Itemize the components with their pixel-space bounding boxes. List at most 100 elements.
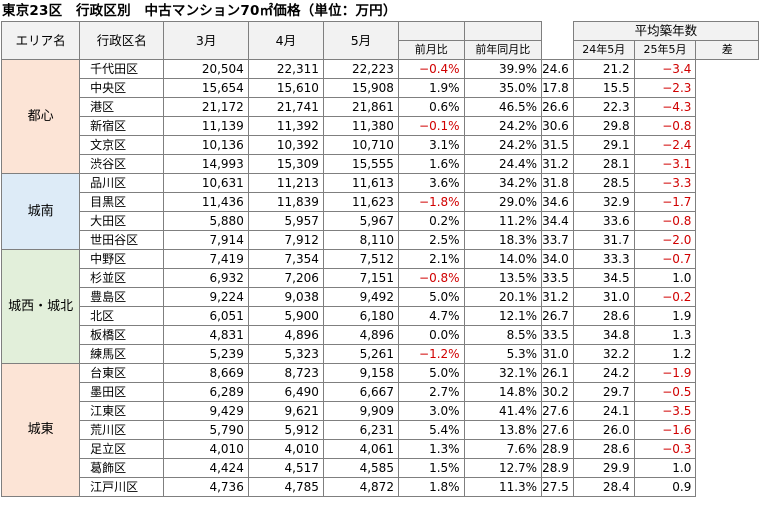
change-mom: 3.6% — [397, 173, 465, 193]
change-yoy: 12.7% — [463, 458, 543, 478]
age-2025: 33.6 — [572, 211, 635, 231]
change-mom: 0.2% — [397, 211, 465, 231]
area-name: 城南 — [0, 173, 81, 250]
ward-name: 新宿区 — [79, 116, 165, 136]
ward-name: 目黒区 — [79, 192, 165, 212]
price-may: 11,380 — [322, 116, 399, 136]
age-2025: 34.8 — [572, 325, 635, 345]
table-row: 足立区 4,010 4,010 4,061 1.3% 7.6% 28.9 28.6 −0.3 — [2, 439, 759, 459]
price-march: 6,932 — [163, 268, 249, 288]
ward-name: 文京区 — [79, 135, 165, 155]
table-row: 大田区 5,880 5,957 5,967 0.2% 11.2% 34.4 33.6 −0.8 — [2, 211, 759, 231]
price-april: 15,610 — [247, 78, 324, 98]
change-mom: 2.1% — [397, 249, 465, 269]
price-march: 7,419 — [163, 249, 249, 269]
price-april: 5,323 — [247, 344, 324, 364]
age-2025: 33.3 — [572, 249, 635, 269]
price-march: 9,224 — [163, 287, 249, 307]
ward-name: 港区 — [79, 97, 165, 117]
ward-name: 世田谷区 — [79, 230, 165, 250]
price-april: 4,010 — [247, 439, 324, 459]
change-mom: 4.7% — [397, 306, 465, 326]
price-april: 8,723 — [247, 363, 324, 383]
change-mom: 0.6% — [397, 97, 465, 117]
change-mom: 1.3% — [397, 439, 465, 459]
change-mom: 2.7% — [397, 382, 465, 402]
table-row: 中央区 15,654 15,610 15,908 1.9% 35.0% 17.8 15.5 −2… — [2, 78, 759, 98]
change-mom: 1.9% — [397, 78, 465, 98]
price-april: 10,392 — [247, 135, 324, 155]
header-spacer — [463, 21, 543, 41]
price-april: 5,912 — [247, 420, 324, 440]
age-2024: 34.4 — [541, 211, 574, 231]
age-diff: −2.0 — [633, 230, 697, 250]
ward-name: 北区 — [79, 306, 165, 326]
header-mom: 前月比 — [397, 40, 465, 60]
ward-name: 渋谷区 — [79, 154, 165, 174]
age-diff: −3.4 — [633, 59, 697, 79]
header-area: エリア名 — [0, 21, 81, 60]
table-row: 北区 6,051 5,900 6,180 4.7% 12.1% 26.7 28.6 1.9 — [2, 306, 759, 326]
table-row: 城南 品川区 10,631 11,213 11,613 3.6% 34.2% 31.8 28.5… — [0, 173, 759, 250]
age-diff: −4.3 — [633, 97, 697, 117]
price-may: 10,710 — [322, 135, 399, 155]
age-2025: 21.2 — [572, 59, 635, 79]
age-2025: 28.6 — [572, 306, 635, 326]
age-2025: 26.0 — [572, 420, 635, 440]
price-april: 21,741 — [247, 97, 324, 117]
ward-name: 荒川区 — [79, 420, 165, 440]
ward-name: 台東区 — [79, 363, 165, 383]
price-may: 6,180 — [322, 306, 399, 326]
header-diff: 差 — [695, 40, 759, 60]
ward-name: 大田区 — [79, 211, 165, 231]
age-2025: 32.2 — [572, 344, 635, 364]
age-diff: 1.0 — [633, 268, 697, 288]
price-april: 11,839 — [247, 192, 324, 212]
price-may: 4,872 — [322, 477, 399, 497]
area-name: 城東 — [0, 363, 81, 497]
header-age-2024: 24年5月 — [572, 40, 635, 60]
change-yoy: 14.0% — [463, 249, 543, 269]
price-march: 5,880 — [163, 211, 249, 231]
price-april: 11,392 — [247, 116, 324, 136]
price-march: 20,504 — [163, 59, 249, 79]
price-may: 21,861 — [322, 97, 399, 117]
price-may: 6,231 — [322, 420, 399, 440]
change-mom: 5.4% — [397, 420, 465, 440]
age-2024: 28.9 — [541, 458, 574, 478]
change-mom: 5.0% — [397, 287, 465, 307]
age-2024: 31.2 — [541, 287, 574, 307]
age-diff: −2.3 — [633, 78, 697, 98]
age-diff: −0.2 — [633, 287, 697, 307]
price-may: 6,667 — [322, 382, 399, 402]
price-march: 15,654 — [163, 78, 249, 98]
age-2024: 17.8 — [541, 78, 574, 98]
change-mom: 2.5% — [397, 230, 465, 250]
age-diff: −3.3 — [633, 173, 697, 193]
change-mom: 5.0% — [397, 363, 465, 383]
price-april: 7,206 — [247, 268, 324, 288]
column-gap — [541, 21, 574, 60]
price-april: 5,957 — [247, 211, 324, 231]
age-2024: 27.5 — [541, 477, 574, 497]
age-diff: −0.8 — [633, 116, 697, 136]
age-2025: 32.9 — [572, 192, 635, 212]
age-diff: −1.6 — [633, 420, 697, 440]
table-row: 江東区 9,429 9,621 9,909 3.0% 41.4% 27.6 24.1 −3.5 — [2, 401, 759, 421]
ward-name: 葛飾区 — [79, 458, 165, 478]
table-row: 練馬区 5,239 5,323 5,261 −1.2% 5.3% 31.0 32.2 1.2 — [2, 344, 759, 364]
age-2025: 31.0 — [572, 287, 635, 307]
price-may: 11,613 — [322, 173, 399, 193]
price-march: 4,424 — [163, 458, 249, 478]
price-may: 22,223 — [322, 59, 399, 79]
change-mom: 1.8% — [397, 477, 465, 497]
table-row: 世田谷区 7,914 7,912 8,110 2.5% 18.3% 33.7 31.7 −2.0 — [2, 230, 759, 250]
price-march: 10,136 — [163, 135, 249, 155]
table-body: 都心 千代田区 20,504 22,311 22,223 −0.4% 39.9% 24.6 21… — [0, 59, 759, 497]
table-row: 荒川区 5,790 5,912 6,231 5.4% 13.8% 27.6 26.0 −1.6 — [2, 420, 759, 440]
price-april: 6,490 — [247, 382, 324, 402]
ward-name: 足立区 — [79, 439, 165, 459]
change-yoy: 24.4% — [463, 154, 543, 174]
age-diff: −0.5 — [633, 382, 697, 402]
ward-name: 杉並区 — [79, 268, 165, 288]
